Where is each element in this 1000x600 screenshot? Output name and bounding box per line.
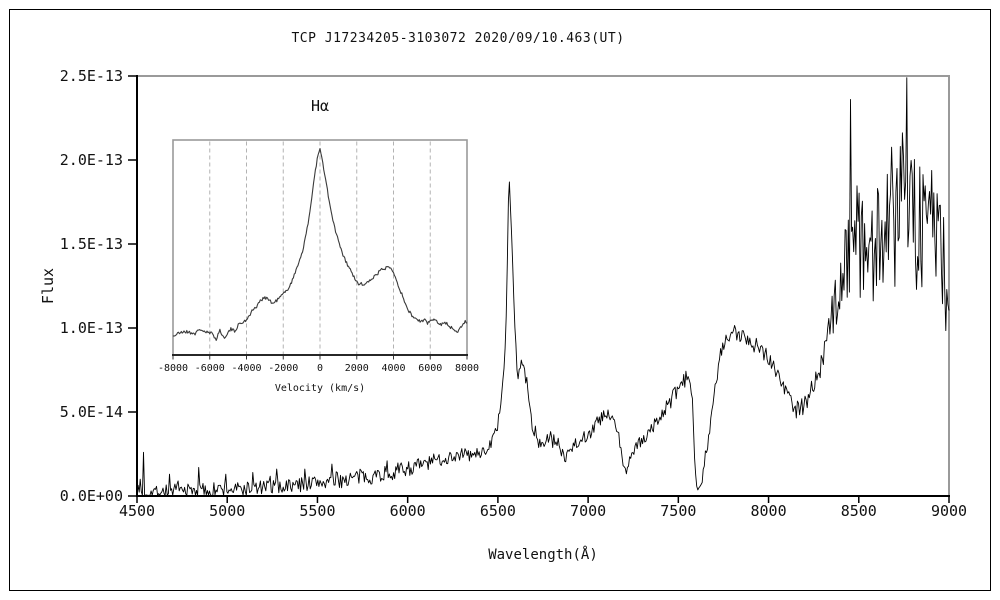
x-tick-label: 8500	[840, 502, 877, 520]
y-tick-label: 1.0E-13	[59, 319, 123, 337]
x-tick-label: 9000	[930, 502, 968, 520]
x-tick-label: 6500	[479, 502, 516, 520]
inset-x-tick-label: 6000	[418, 363, 443, 374]
inset-x-tick-label: -4000	[231, 363, 262, 374]
x-axis-label: Wavelength(Å)	[488, 547, 598, 563]
inset-line	[172, 147, 468, 341]
x-tick-label: 7000	[570, 502, 607, 520]
x-tick-label: 4500	[118, 502, 156, 520]
y-tick-label: 0.0E+00	[59, 487, 123, 505]
x-tick-label: 8000	[750, 502, 787, 520]
inset-title: Hα	[310, 97, 330, 115]
inset-x-axis-label: Velocity (km/s)	[274, 383, 366, 394]
y-tick-label: 2.0E-13	[59, 151, 123, 169]
inset-x-tick-label: -2000	[268, 363, 299, 374]
y-tick-label: 5.0E-14	[59, 403, 123, 421]
main-axis-ticks	[128, 75, 950, 503]
inset-x-tick-label: 8000	[454, 363, 480, 374]
inset-x-tick-label: -6000	[194, 363, 225, 374]
spectrum-line	[136, 77, 950, 496]
main-title: TCP J17234205-3103072 2020/09/10.463(UT)	[291, 31, 625, 46]
y-tick-label: 1.5E-13	[59, 235, 123, 253]
inset-x-tick-label: 0	[316, 363, 324, 374]
x-tick-label: 5000	[209, 502, 246, 520]
inset-axis-ticks	[172, 355, 468, 360]
x-tick-label: 7500	[660, 502, 697, 520]
figure-border	[9, 9, 991, 591]
inset-x-tick-label: 4000	[381, 363, 406, 374]
y-tick-label: 2.5E-13	[59, 67, 123, 85]
x-tick-label: 6000	[389, 502, 426, 520]
inset-x-tick-label: 2000	[344, 363, 369, 374]
main-plot-frame	[136, 75, 950, 497]
y-axis-label: Flux	[39, 267, 57, 305]
x-tick-label: 5500	[299, 502, 336, 520]
inset-x-tick-label: -8000	[157, 363, 189, 374]
inset-gridlines	[209, 141, 431, 354]
